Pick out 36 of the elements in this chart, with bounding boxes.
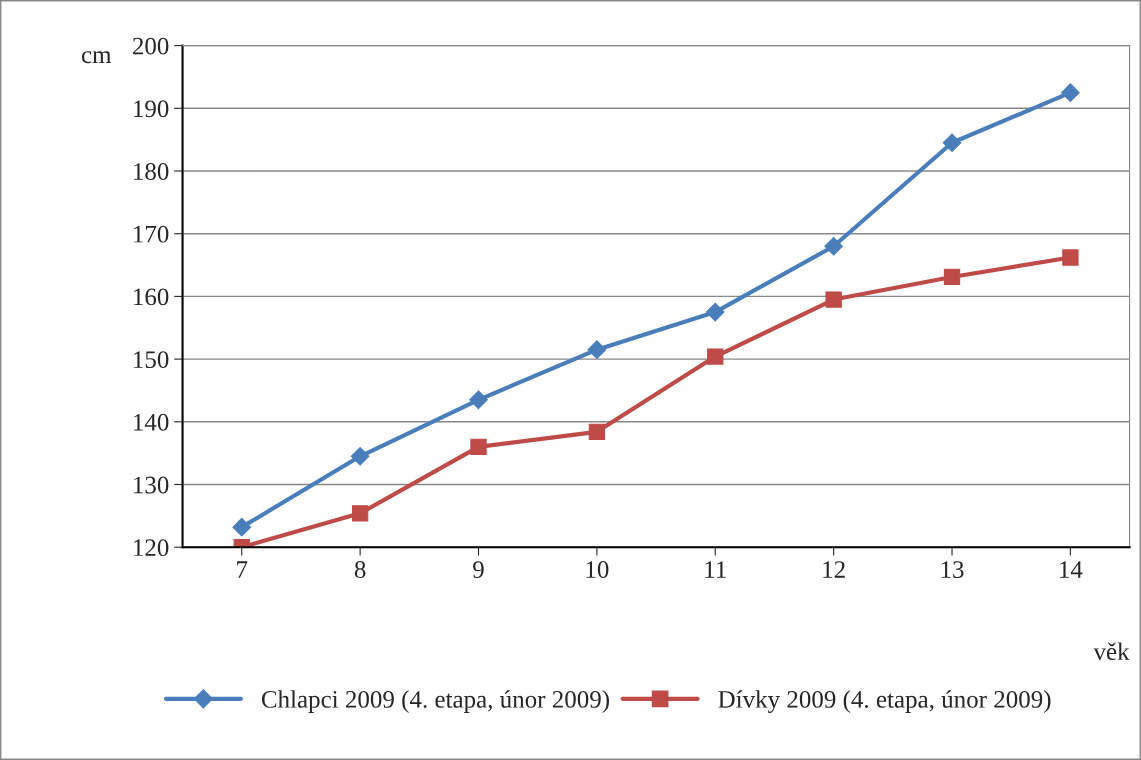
x-tick-label: 14 xyxy=(1060,561,1083,578)
x-axis-title: věk xyxy=(1093,642,1130,661)
point xyxy=(705,302,725,322)
legend-label: Chlapci 2009 (4. etapa, únor 2009) xyxy=(261,690,609,713)
x-tick-label: 8 xyxy=(354,561,366,578)
x-tick-label: 11 xyxy=(705,561,726,578)
point xyxy=(587,340,607,360)
point xyxy=(825,291,842,308)
y-tick-label: 130 xyxy=(134,476,169,494)
point xyxy=(824,236,843,256)
x-tick-label: 13 xyxy=(941,561,964,578)
point xyxy=(232,517,252,537)
point xyxy=(350,446,370,466)
point xyxy=(588,423,606,440)
point xyxy=(1062,249,1079,266)
point xyxy=(469,390,488,410)
x-tick-label: 9 xyxy=(473,561,484,578)
point xyxy=(943,268,961,286)
x-tick-label: 12 xyxy=(823,561,845,578)
y-tick-label: 190 xyxy=(134,100,169,118)
y-tick-label: 150 xyxy=(134,351,169,369)
legend-label: Dívky 2009 (4. etapa, únor 2009) xyxy=(718,690,1051,713)
y-tick-label: 140 xyxy=(134,413,169,431)
y-tick-label: 170 xyxy=(134,225,169,243)
y-tick-label: 160 xyxy=(134,288,169,306)
point xyxy=(470,438,487,456)
y-tick-label: 120 xyxy=(134,539,169,557)
x-tick-label: 10 xyxy=(586,561,609,578)
point xyxy=(942,133,962,153)
point xyxy=(351,505,369,522)
y-axis-title: cm xyxy=(81,51,112,64)
y-tick-label: 180 xyxy=(134,163,169,180)
point xyxy=(1061,83,1080,102)
y-tick-label: 200 xyxy=(132,37,169,55)
point xyxy=(707,348,724,365)
x-tick-label: 7 xyxy=(237,561,248,578)
